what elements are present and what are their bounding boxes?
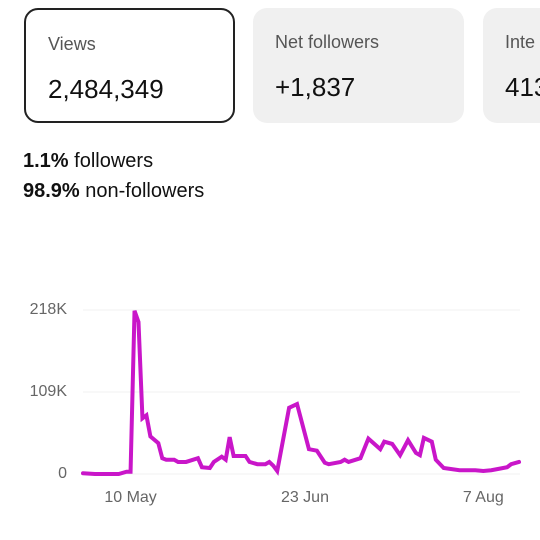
x-tick-label: 7 Aug xyxy=(463,489,504,506)
followers-card[interactable]: Net followers +1,837 xyxy=(253,8,464,123)
y-tick-label: 0 xyxy=(58,465,67,482)
percent: 98.9% xyxy=(23,180,80,202)
card-label: Net followers xyxy=(275,32,380,52)
audience-label: non-followers xyxy=(85,180,205,202)
card-value: 2,484,349 xyxy=(48,74,164,104)
y-tick-label: 109K xyxy=(30,383,68,400)
audience-row: 1.1% followers xyxy=(23,150,153,173)
line xyxy=(81,310,521,476)
interactions-card[interactable]: Inte 413 xyxy=(483,8,540,123)
card-value: 413 xyxy=(505,72,540,102)
card-label: Inte xyxy=(505,32,536,52)
audience-row: 98.9% non-followers xyxy=(23,180,204,203)
card-value: +1,837 xyxy=(275,72,356,102)
card-label: Views xyxy=(48,34,96,54)
views-card[interactable]: Views 2,484,349 xyxy=(24,8,235,123)
percent: 1.1% xyxy=(23,150,69,172)
y-tick-label: 218K xyxy=(30,301,68,318)
x-tick-label: 23 Jun xyxy=(281,489,329,506)
audience-label: followers xyxy=(74,150,154,172)
x-tick-label: 10 May xyxy=(104,489,156,506)
